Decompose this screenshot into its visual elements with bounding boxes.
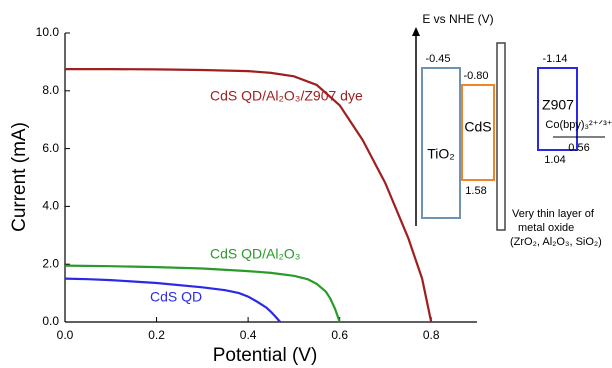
y-tick-label: 2.0: [42, 256, 59, 270]
inset-label: -0.80: [463, 70, 488, 82]
y-tick-label: 6.0: [42, 141, 59, 155]
inset-label: TiO₂: [427, 146, 454, 162]
inset-axis-label: E vs NHE (V): [422, 12, 493, 26]
y-tick-label: 10.0: [36, 25, 60, 39]
series-label: CdS QD: [150, 289, 202, 305]
inset-label: (ZrO₂, Al₂O₃, SiO₂): [510, 236, 602, 248]
inset-label: 1.58: [465, 185, 486, 197]
series-label: CdS QD/Al₂O₃/Z907 dye: [210, 88, 363, 104]
x-tick-label: 0.0: [57, 328, 74, 342]
y-tick-label: 4.0: [42, 199, 59, 213]
inset-shapes: [412, 27, 605, 231]
x-tick-label: 0.8: [423, 328, 440, 342]
inset-label: 1.04: [544, 154, 565, 166]
inset-label: Z907: [542, 97, 574, 113]
x-tick-label: 0.4: [240, 328, 257, 342]
x-tick-label: 0.6: [331, 328, 348, 342]
x-tick-label: 0.2: [148, 328, 165, 342]
arrow-head: [412, 27, 420, 36]
y-tick-label: 0.0: [42, 314, 59, 328]
inset-label: Very thin layer of: [512, 208, 595, 220]
tio2-box: [421, 67, 461, 219]
inset-label: 0.56: [568, 142, 589, 154]
y-axis-label: Current (mA): [9, 122, 30, 232]
inset-label: metal oxide: [518, 222, 574, 234]
inset-label: -1.14: [542, 53, 567, 65]
series-line: [65, 68, 433, 323]
oxide-box: [496, 42, 506, 231]
cds-box: [461, 84, 495, 181]
inset-label: Co(bpy)₃²⁺ᐟ³⁺: [545, 119, 612, 131]
series-line: [64, 264, 341, 323]
series-line: [64, 277, 282, 323]
z907-box: [537, 67, 578, 151]
y-tick-label: 8.0: [42, 83, 59, 97]
inset-label: -0.45: [425, 53, 450, 65]
x-axis-label: Potential (V): [213, 345, 318, 366]
series-label: CdS QD/Al₂O₃: [210, 246, 301, 262]
inset-label: CdS: [464, 119, 491, 135]
